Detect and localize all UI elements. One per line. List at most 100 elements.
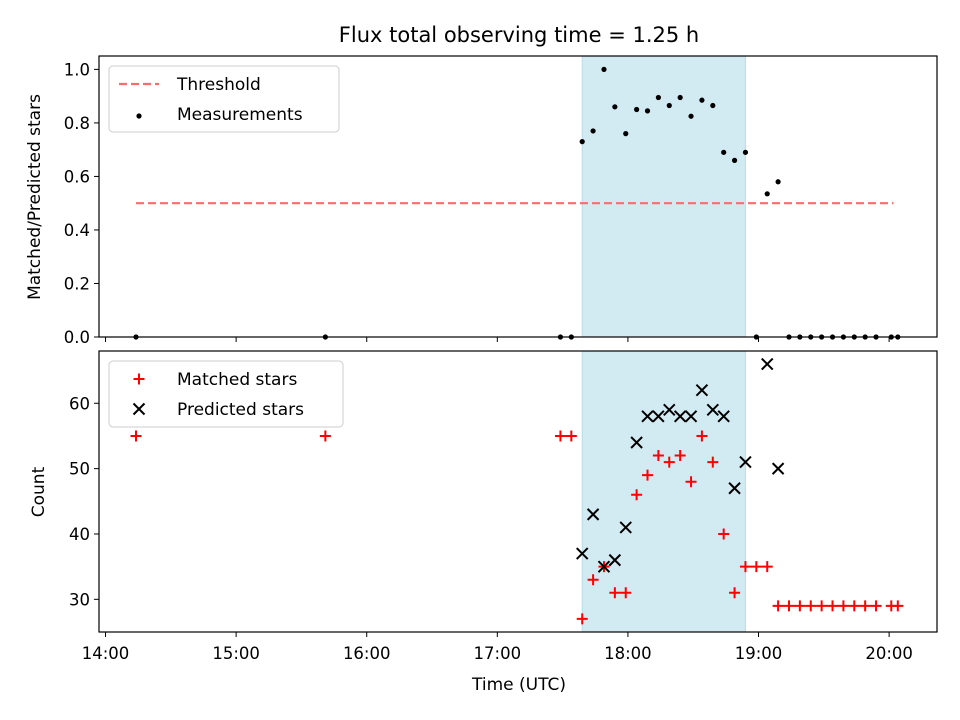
data-point xyxy=(652,410,665,423)
data-point xyxy=(731,157,738,163)
data-point xyxy=(590,128,596,134)
data-point xyxy=(642,469,654,481)
x-tick-label: 15:00 xyxy=(212,644,260,663)
data-point xyxy=(634,106,640,113)
data-point xyxy=(805,600,817,612)
data-point xyxy=(728,482,741,495)
data-point xyxy=(586,508,600,521)
data-point xyxy=(674,450,686,462)
data-point xyxy=(696,430,708,442)
series-measurements xyxy=(133,66,901,340)
data-point xyxy=(761,357,774,371)
data-point xyxy=(663,403,676,417)
data-point xyxy=(612,104,618,110)
y-tick-label: 0.0 xyxy=(64,328,90,347)
data-point xyxy=(761,561,773,573)
chart-title: Flux total observing time = 1.25 h xyxy=(339,23,699,47)
data-point xyxy=(775,179,781,185)
data-point xyxy=(699,97,705,103)
data-point xyxy=(631,489,643,501)
data-point xyxy=(609,587,621,599)
x-tick-label: 19:00 xyxy=(735,644,783,663)
y-tick-label: 30 xyxy=(69,590,90,609)
x-tick-label: 20:00 xyxy=(865,644,913,663)
data-point xyxy=(816,600,828,612)
data-point xyxy=(827,600,839,612)
data-point xyxy=(677,94,683,101)
top-y-axis-label: Matched/Predicted stars xyxy=(25,94,45,300)
legend-dot-swatch xyxy=(136,113,142,119)
y-tick-label: 1.0 xyxy=(64,60,90,79)
data-point xyxy=(848,600,860,612)
legend-x-swatch xyxy=(132,402,146,416)
data-point xyxy=(554,430,566,442)
data-point xyxy=(644,108,651,114)
data-point xyxy=(750,561,762,573)
legend-plus-swatch xyxy=(133,373,145,385)
data-point xyxy=(673,410,687,423)
data-point xyxy=(771,462,785,475)
data-point xyxy=(837,600,849,612)
shaded-interval xyxy=(581,350,746,633)
data-point xyxy=(641,410,654,423)
top-panel-ratio-plot: 0.0 0.2 0.4 0.6 0.8 1.0 Threshold Measurements xyxy=(64,55,938,347)
y-tick-label: 60 xyxy=(69,394,90,413)
data-point xyxy=(742,149,749,155)
data-point xyxy=(721,149,727,155)
legend-label: Threshold xyxy=(176,75,261,95)
data-point xyxy=(319,430,331,442)
x-tick-label: 17:00 xyxy=(474,644,522,663)
data-point xyxy=(764,191,770,197)
data-point xyxy=(772,600,784,612)
data-point xyxy=(630,436,643,449)
legend: Matched stars Predicted stars xyxy=(108,360,344,428)
legend-box xyxy=(108,65,340,133)
y-tick-label: 0.2 xyxy=(64,274,90,293)
legend-box xyxy=(108,360,344,428)
data-point xyxy=(707,456,719,468)
shaded-interval xyxy=(581,55,746,338)
data-point xyxy=(130,430,142,442)
y-tick-label: 0.6 xyxy=(64,167,90,186)
y-tick-label: 40 xyxy=(69,525,90,544)
data-point xyxy=(710,102,716,109)
legend-label: Measurements xyxy=(177,105,303,125)
y-tick-label: 0.4 xyxy=(64,221,90,240)
plot-frame xyxy=(98,55,938,338)
data-point xyxy=(565,430,577,442)
data-point xyxy=(729,587,741,599)
series-predicted-stars xyxy=(576,357,785,573)
plot-frame xyxy=(98,350,938,633)
data-point xyxy=(597,560,611,573)
data-point xyxy=(783,600,795,612)
x-axis-label: Time (UTC) xyxy=(471,675,566,695)
series-matched-stars xyxy=(130,430,904,625)
data-point xyxy=(695,384,709,397)
data-point xyxy=(685,476,697,488)
data-point xyxy=(655,94,661,101)
legend: Threshold Measurements xyxy=(108,65,340,133)
data-point xyxy=(579,139,585,145)
data-point xyxy=(623,131,629,137)
data-point xyxy=(652,450,664,462)
data-point xyxy=(663,456,675,468)
data-point xyxy=(608,553,622,567)
data-point xyxy=(892,600,904,612)
y-tick-label: 0.8 xyxy=(64,114,90,133)
data-point xyxy=(620,587,632,599)
data-point xyxy=(859,600,871,612)
data-point xyxy=(587,574,599,586)
data-point xyxy=(706,403,720,417)
legend-label: Predicted stars xyxy=(177,400,304,420)
data-point xyxy=(619,521,632,534)
data-point xyxy=(739,561,751,573)
x-tick-label: 14:00 xyxy=(82,644,130,663)
bottom-y-axis-label: Count xyxy=(29,466,49,517)
data-point xyxy=(666,102,672,109)
bottom-panel-count-plot: 30 40 50 60 14:00 15:00 16:00 17:00 18:00 19:00 20… xyxy=(69,350,938,663)
data-point xyxy=(718,528,730,540)
data-point xyxy=(794,600,806,612)
data-point xyxy=(870,600,882,612)
x-tick-label: 18:00 xyxy=(604,644,652,663)
